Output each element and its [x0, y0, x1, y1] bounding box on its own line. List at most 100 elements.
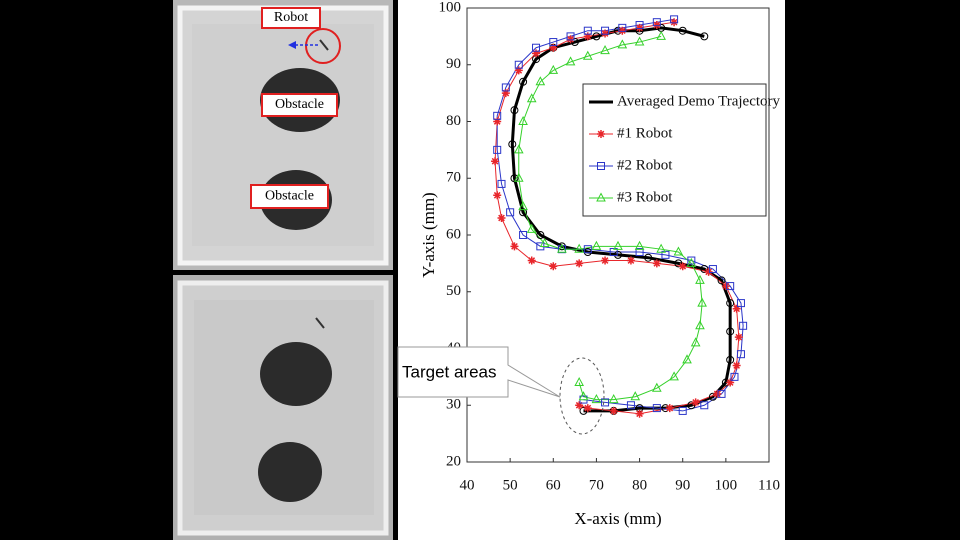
point	[670, 18, 679, 27]
point	[717, 389, 726, 398]
legend-label: #1 Robot	[617, 125, 673, 141]
obstacle	[258, 442, 322, 502]
point	[535, 76, 546, 86]
point	[614, 250, 622, 259]
point	[697, 297, 707, 307]
y-axis-label: Y-axis (mm)	[419, 192, 438, 277]
legend-box	[582, 83, 767, 217]
point	[519, 77, 528, 86]
point	[570, 38, 579, 47]
point	[635, 248, 644, 257]
callout	[397, 346, 561, 398]
point	[717, 276, 726, 285]
point	[583, 32, 592, 41]
point	[726, 355, 735, 364]
point	[730, 372, 739, 381]
point	[579, 406, 588, 415]
bottom-photo	[173, 275, 393, 540]
point	[732, 361, 741, 370]
point	[618, 23, 627, 32]
point	[652, 18, 661, 27]
point	[514, 66, 523, 75]
point	[678, 262, 687, 271]
point	[704, 267, 713, 276]
x-tick-label: 60	[546, 477, 561, 493]
point	[626, 256, 635, 265]
point	[493, 117, 502, 126]
point	[508, 140, 517, 149]
point	[493, 111, 502, 120]
series-line	[518, 35, 703, 401]
point	[687, 256, 696, 265]
point	[670, 15, 679, 24]
point	[635, 23, 644, 32]
y-tick-label: 20	[446, 453, 461, 469]
point	[635, 21, 644, 30]
point	[575, 259, 584, 268]
point	[609, 248, 618, 257]
x-tick-label: 40	[460, 477, 475, 493]
point	[510, 106, 519, 115]
point	[566, 35, 575, 44]
photo-label: Robot	[274, 10, 308, 25]
point	[493, 191, 502, 200]
point	[736, 350, 745, 359]
robot-circle	[305, 28, 341, 64]
point	[497, 179, 506, 188]
point	[609, 406, 618, 415]
point	[651, 382, 662, 392]
point	[617, 39, 628, 49]
y-tick-label: 60	[446, 226, 461, 242]
point	[608, 394, 619, 404]
point	[575, 401, 584, 410]
point	[686, 257, 697, 267]
annotation: Target areas	[402, 362, 497, 381]
point	[736, 299, 745, 308]
point	[549, 38, 558, 47]
point	[708, 392, 717, 401]
x-tick-label: 50	[503, 477, 518, 493]
point	[673, 246, 684, 256]
point	[713, 389, 722, 398]
y-tick-label: 100	[439, 0, 462, 15]
point	[656, 30, 666, 40]
point	[613, 240, 623, 250]
point	[700, 32, 709, 41]
point	[501, 83, 510, 92]
point	[601, 29, 610, 38]
point	[583, 26, 592, 35]
point	[513, 172, 524, 182]
point	[652, 404, 661, 413]
y-tick-label: 50	[446, 283, 461, 299]
x-tick-label: 110	[758, 477, 780, 493]
point	[526, 223, 537, 233]
point	[513, 144, 524, 154]
point	[497, 213, 506, 222]
point	[644, 253, 653, 262]
point	[674, 259, 683, 268]
point	[582, 50, 593, 60]
point	[630, 391, 641, 401]
point	[726, 378, 735, 387]
legend-label: Averaged Demo Trajectory	[617, 93, 781, 109]
point	[726, 299, 735, 308]
point	[557, 243, 567, 253]
point	[493, 145, 502, 154]
point	[518, 115, 528, 125]
point	[656, 243, 666, 253]
point	[634, 240, 645, 250]
point	[678, 406, 687, 415]
point	[549, 43, 558, 52]
legend: Averaged Demo Trajectory #1 Robot #2 Robot…	[582, 83, 781, 217]
point	[597, 162, 605, 170]
obstacle	[260, 342, 332, 406]
point	[626, 401, 635, 410]
point	[518, 201, 528, 211]
x-tick-label: 90	[675, 477, 690, 493]
point	[539, 237, 550, 248]
point	[526, 93, 537, 103]
point	[574, 243, 585, 253]
point	[601, 398, 610, 407]
point	[687, 401, 696, 410]
arrow	[288, 41, 296, 49]
